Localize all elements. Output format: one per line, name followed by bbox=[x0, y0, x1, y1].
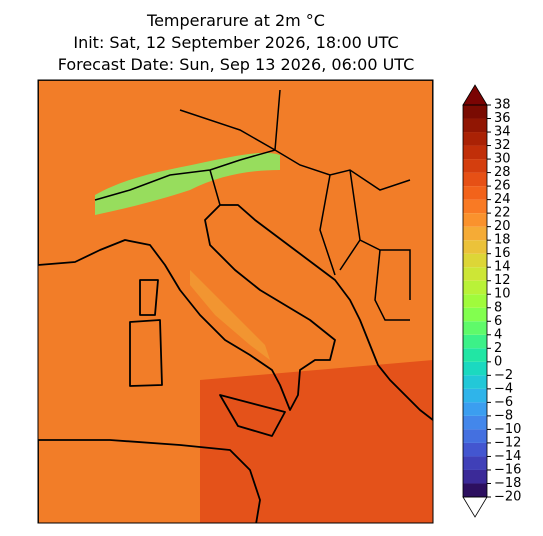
corsica bbox=[139, 279, 159, 316]
colorbar-segment bbox=[463, 361, 487, 376]
tick-label: 18 bbox=[494, 233, 511, 248]
colorbar-segment bbox=[463, 280, 487, 295]
colorbar-segment bbox=[463, 469, 487, 484]
tick-label: −8 bbox=[494, 408, 513, 423]
tick-label: 26 bbox=[494, 179, 511, 194]
tick-label: −4 bbox=[494, 381, 513, 396]
title-line: Temperarure at 2m °C bbox=[146, 11, 325, 30]
colorbar-segment bbox=[463, 145, 487, 160]
tick-label: 10 bbox=[494, 287, 511, 302]
colorbar-segment bbox=[463, 375, 487, 389]
colorbar-segment bbox=[463, 348, 487, 362]
colorbar-segment bbox=[463, 294, 487, 308]
colorbar-segment bbox=[463, 199, 487, 214]
colorbar-segment bbox=[463, 415, 487, 430]
colorbar-segment bbox=[463, 226, 487, 241]
colorbar: −20−18−16−14−12−10−8−6−4−202468101214161… bbox=[462, 84, 521, 518]
title-line: Forecast Date: Sun, Sep 13 2026, 06:00 U… bbox=[58, 55, 415, 74]
colorbar-segment bbox=[463, 186, 487, 200]
colorbar-segment bbox=[463, 105, 487, 119]
colorbar-segment bbox=[463, 118, 487, 133]
tick-label: −6 bbox=[494, 395, 513, 410]
colorbar-segment bbox=[463, 172, 487, 187]
tick-label: 28 bbox=[494, 165, 511, 180]
sardinia bbox=[129, 319, 163, 387]
africa bbox=[38, 439, 261, 523]
tick-label: −18 bbox=[494, 476, 521, 491]
land bbox=[38, 80, 433, 421]
tick-label: −20 bbox=[494, 490, 521, 505]
colorbar-segment bbox=[463, 253, 487, 268]
colorbar-under bbox=[462, 496, 488, 518]
colorbar-segment bbox=[463, 483, 487, 497]
tick-label: −2 bbox=[494, 368, 513, 383]
colorbar-segment bbox=[463, 159, 487, 173]
tick-label: −16 bbox=[494, 462, 521, 477]
italy-warm bbox=[190, 270, 270, 360]
tick-label: 20 bbox=[494, 219, 511, 234]
sicily bbox=[219, 394, 286, 437]
tick-label: 8 bbox=[494, 300, 502, 315]
tick-label: 4 bbox=[494, 327, 502, 342]
tick-label: 0 bbox=[494, 354, 502, 369]
tick-label: −14 bbox=[494, 449, 521, 464]
tick-label: 16 bbox=[494, 246, 511, 261]
tick-label: 2 bbox=[494, 341, 502, 356]
alps bbox=[95, 152, 280, 215]
warm-sea bbox=[200, 360, 433, 523]
tick-label: 22 bbox=[494, 206, 511, 221]
colorbar-frame bbox=[462, 104, 488, 498]
colorbar-segment bbox=[463, 402, 487, 416]
map-frame bbox=[37, 79, 434, 524]
title-line: Init: Sat, 12 September 2026, 18:00 UTC bbox=[73, 33, 398, 52]
map bbox=[37, 79, 434, 524]
tick-label: 36 bbox=[494, 111, 511, 126]
colorbar-segment bbox=[463, 334, 487, 349]
tick-label: 12 bbox=[494, 273, 511, 288]
tick-label: 30 bbox=[494, 152, 511, 167]
tick-label: 38 bbox=[494, 98, 511, 113]
tick-label: 24 bbox=[494, 192, 511, 207]
tick-label: 6 bbox=[494, 314, 502, 329]
colorbar-segment bbox=[463, 267, 487, 281]
colorbar-segment bbox=[463, 240, 487, 254]
colorbar-segment bbox=[463, 213, 487, 227]
tick-label: 32 bbox=[494, 138, 511, 153]
colorbar-segment bbox=[463, 388, 487, 403]
tick-label: 14 bbox=[494, 260, 511, 275]
borders bbox=[94, 89, 411, 321]
colorbar-segment bbox=[463, 456, 487, 470]
colorbar-segment bbox=[463, 442, 487, 457]
colorbar-segment bbox=[463, 429, 487, 443]
colorbar-segment bbox=[463, 132, 487, 146]
tick-label: 34 bbox=[494, 125, 511, 140]
colorbar-segment bbox=[463, 321, 487, 335]
colorbar-over bbox=[462, 84, 488, 106]
tick-label: −12 bbox=[494, 435, 521, 450]
colorbar-segment bbox=[463, 307, 487, 322]
tick-label: −10 bbox=[494, 422, 521, 437]
